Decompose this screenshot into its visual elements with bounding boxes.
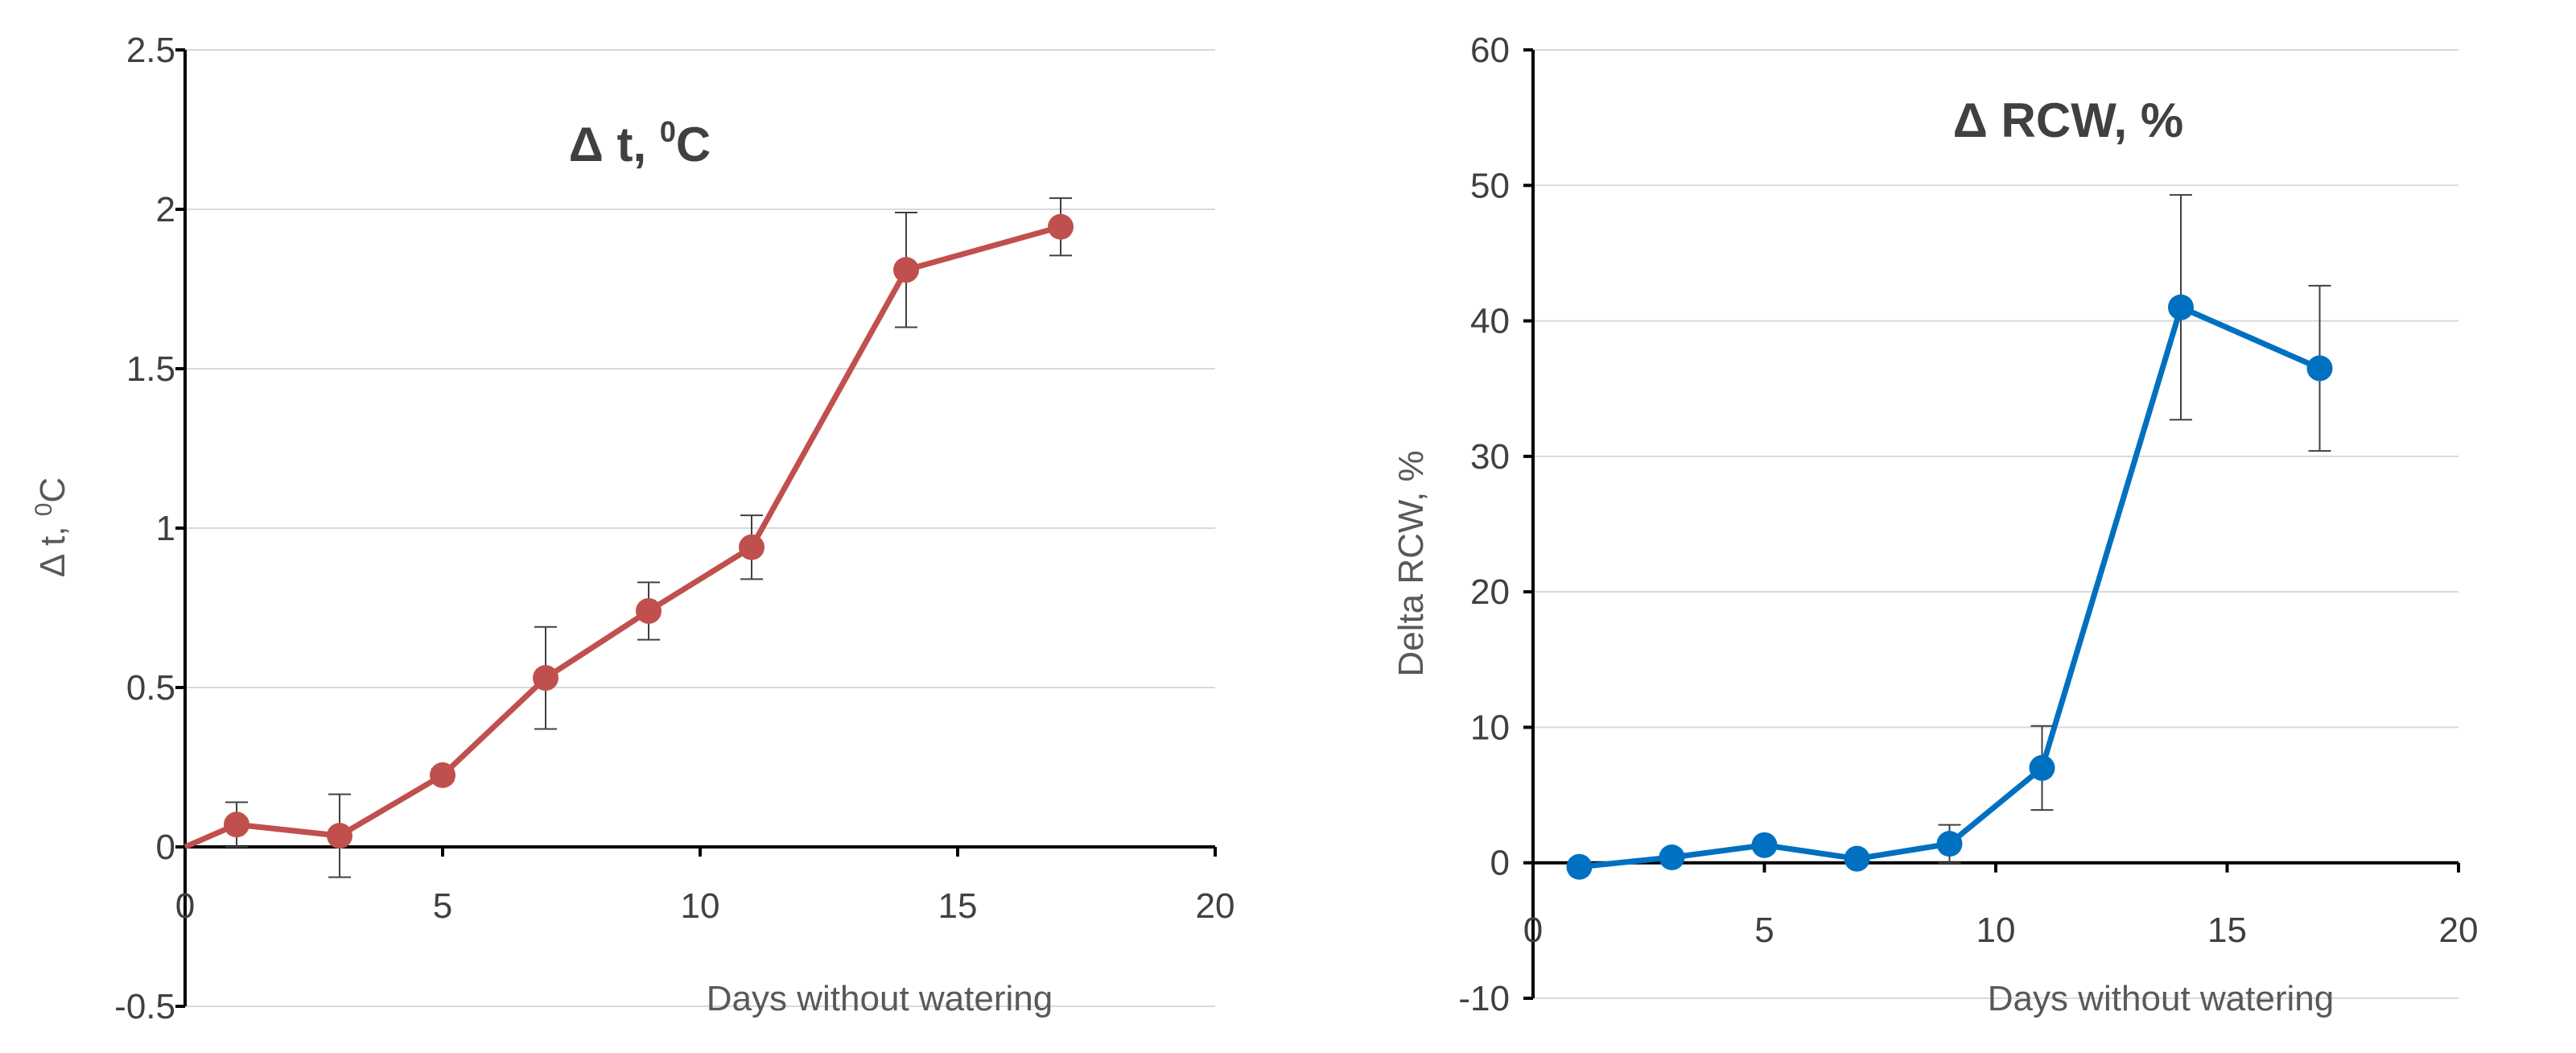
rcw-chart: Δ RCW, % Delta RCW, % Days without water… <box>1391 31 2478 1018</box>
data-point <box>533 665 558 692</box>
x-tick-label: 20 <box>2439 911 2479 950</box>
data-point <box>1659 844 1685 870</box>
y-tick-label: 2 <box>156 190 175 229</box>
data-point <box>1048 213 1074 240</box>
temperature-chart: Δ t, 0C Δ t, 0C Days without watering -0… <box>31 31 1234 1026</box>
y-axis-title: Delta RCW, % <box>1391 450 1431 676</box>
x-tick-label: 0 <box>175 886 195 926</box>
x-tick-label: 10 <box>681 886 720 926</box>
data-point <box>2029 754 2055 781</box>
y-tick-label: 10 <box>1470 708 1510 747</box>
y-tick-label: 0 <box>1490 844 1510 883</box>
x-tick-label: 20 <box>1196 886 1235 926</box>
series-line <box>1579 304 2321 870</box>
chart-title: Δ t, 0C <box>569 115 711 171</box>
data-point <box>2168 294 2194 320</box>
data-point <box>1751 832 1778 858</box>
data-point <box>739 534 765 560</box>
y-tick-label: 0.5 <box>126 668 175 708</box>
data-point <box>2306 355 2333 382</box>
x-axis-title: Days without watering <box>1988 979 2334 1018</box>
y-tick-label: -0.5 <box>114 987 175 1026</box>
data-point <box>893 257 919 283</box>
x-tick-label: 15 <box>938 886 978 926</box>
y-tick-label: 2.5 <box>126 31 175 70</box>
x-tick-label: 5 <box>433 886 452 926</box>
y-tick-label: 1.5 <box>126 349 175 389</box>
x-axis-title: Days without watering <box>707 979 1053 1018</box>
y-axis-title: Δ t, 0C <box>31 477 72 577</box>
data-point <box>327 823 352 849</box>
y-tick-label: 1 <box>156 509 175 548</box>
x-tick-label: 0 <box>1523 911 1543 950</box>
y-tick-label: 20 <box>1470 572 1510 612</box>
data-point <box>224 811 249 838</box>
series-line <box>183 224 1061 850</box>
data-point <box>1566 853 1593 880</box>
data-point <box>1936 831 1963 857</box>
chart-title: Δ RCW, % <box>1953 93 2183 147</box>
data-point <box>1844 845 1870 872</box>
y-tick-label: 50 <box>1470 166 1510 205</box>
x-tick-label: 10 <box>1976 911 2016 950</box>
x-tick-label: 15 <box>2207 911 2247 950</box>
y-tick-label: 30 <box>1470 437 1510 477</box>
y-tick-label: -10 <box>1458 979 1510 1018</box>
y-tick-label: 40 <box>1470 302 1510 341</box>
data-point <box>430 762 455 788</box>
y-tick-label: 0 <box>156 828 175 867</box>
x-tick-label: 5 <box>1754 911 1774 950</box>
y-tick-label: 60 <box>1470 31 1510 70</box>
data-point <box>636 597 662 624</box>
